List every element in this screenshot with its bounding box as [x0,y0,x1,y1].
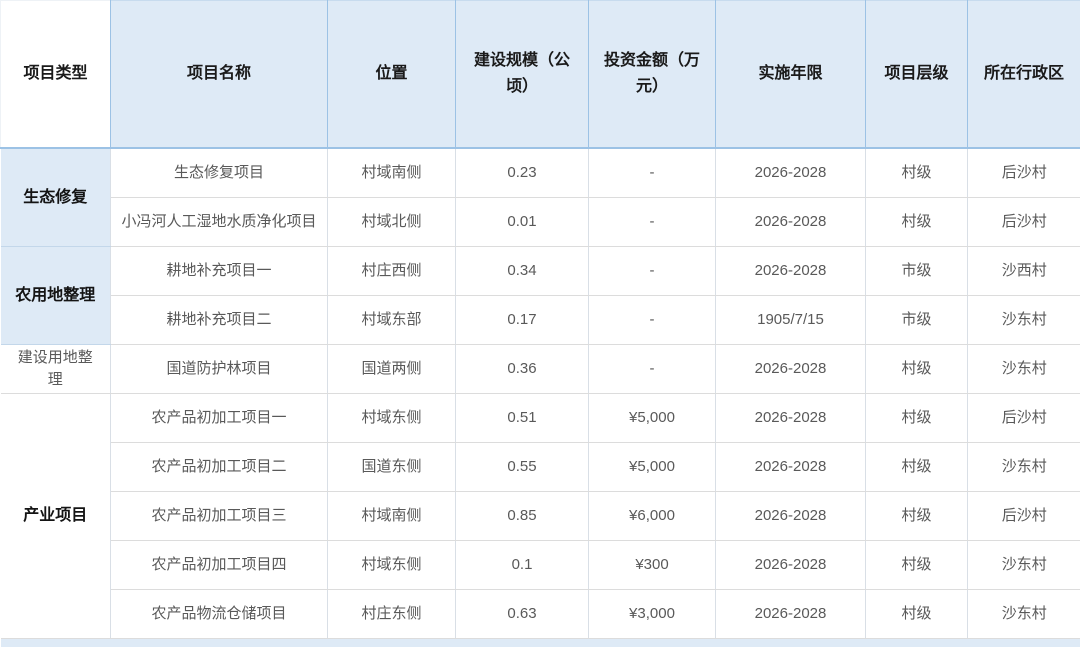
cell-period: 2026-2028 [715,344,866,394]
cell-period: 1905/7/15 [715,295,866,345]
cell-district: 沙东村 [967,344,1080,394]
cell-scale: 0.01 [455,197,589,247]
cell-investment: - [588,344,716,394]
cell-scale: 0.17 [455,295,589,345]
cell-project-name: 耕地补充项目二 [110,295,328,345]
cell-location: 村域北侧 [327,197,456,247]
cell-period: 2026-2028 [715,589,866,639]
cell-district: 后沙村 [967,197,1080,247]
cell-period: 2026-2028 [715,442,866,492]
cell-level: 市级 [865,246,968,296]
cell-project-name: 农产品初加工项目四 [110,540,328,590]
cell-level: 市级 [865,295,968,345]
cell-district: 沙东村 [967,442,1080,492]
cell-level: 村级 [865,589,968,639]
cell-project-name: 小冯河人工湿地水质净化项目 [110,197,328,247]
cell-location: 村庄西侧 [327,246,456,296]
cell-district: 沙东村 [967,589,1080,639]
cell-scale: 0.51 [455,393,589,443]
table-row: 小冯河人工湿地水质净化项目 村域北侧 0.01-2026-2028 村级 后沙村 [1,197,1080,247]
cell-location: 村域东部 [327,295,456,345]
group-cell-project-type: 产业项目 [0,393,111,639]
column-header-investment: 投资金额（万元） [588,0,716,149]
cell-period: 2026-2028 [715,393,866,443]
cell-project-name: 农产品初加工项目三 [110,491,328,541]
cell-location: 国道东侧 [327,442,456,492]
group-cell-project-type: 农用地整理 [0,246,111,345]
cell-level: 村级 [865,393,968,443]
cell-scale: 0.36 [455,344,589,394]
partial-next-row-strip [0,638,1080,647]
cell-district: 后沙村 [967,148,1080,198]
table-row: 农用地整理 耕地补充项目一 村庄西侧 0.34-2026-2028 市级 沙西村 [0,246,1080,345]
column-header-scale: 建设规模（公顷） [455,0,589,149]
cell-district: 沙东村 [967,540,1080,590]
cell-level: 村级 [865,442,968,492]
cell-location: 村域东侧 [327,540,456,590]
table-row: 生态修复 生态修复项目 村域南侧 0.23-2026-2028 村级 后沙村 [0,148,1080,247]
table-row: 农产品物流仓储项目 村庄东侧 0.63 ¥3,000 2026-2028 村级 沙东村 [1,589,1080,639]
partial-next-row [0,638,1080,647]
cell-district: 后沙村 [967,491,1080,541]
cell-investment: ¥6,000 [588,491,716,541]
cell-project-name: 农产品初加工项目一 [110,393,328,443]
cell-location: 村域南侧 [327,491,456,541]
column-header-level: 项目层级 [865,0,968,149]
cell-period: 2026-2028 [715,540,866,590]
cell-investment: ¥5,000 [588,393,716,443]
cell-location: 村域东侧 [327,393,456,443]
cell-location: 村庄东侧 [327,589,456,639]
cell-period: 2026-2028 [715,491,866,541]
cell-level: 村级 [865,344,968,394]
cell-scale: 0.85 [455,491,589,541]
column-header-location: 位置 [327,0,456,149]
cell-location: 国道两侧 [327,344,456,394]
cell-project-name: 国道防护林项目 [110,344,328,394]
table-row: 农产品初加工项目二 国道东侧 0.55 ¥5,000 2026-2028 村级 沙东村 [1,442,1080,492]
table-row: 产业项目 农产品初加工项目一 村域东侧 0.51 ¥5,000 2026-2028 村级 后沙… [0,393,1080,639]
cell-investment: ¥5,000 [588,442,716,492]
column-header-district: 所在行政区 [967,0,1080,149]
cell-investment: - [588,197,716,247]
group-cell-project-type: 建设用地整理 [0,344,111,394]
cell-project-name: 生态修复项目 [110,148,328,198]
cell-project-name: 农产品初加工项目二 [110,442,328,492]
cell-period: 2026-2028 [715,197,866,247]
cell-scale: 0.23 [455,148,589,198]
cell-period: 2026-2028 [715,148,866,198]
cell-level: 村级 [865,148,968,198]
group-cell-project-type: 生态修复 [0,148,111,247]
table-row: 农产品初加工项目三 村域南侧 0.85 ¥6,000 2026-2028 村级 后沙村 [1,491,1080,541]
cell-level: 村级 [865,540,968,590]
cell-scale: 0.55 [455,442,589,492]
cell-location: 村域南侧 [327,148,456,198]
column-header-period: 实施年限 [715,0,866,149]
cell-investment: - [588,295,716,345]
table-row: 农产品初加工项目四 村域东侧 0.1 ¥300 2026-2028 村级 沙东村 [1,540,1080,590]
cell-level: 村级 [865,491,968,541]
cell-level: 村级 [865,197,968,247]
cell-investment: ¥300 [588,540,716,590]
cell-investment: - [588,246,716,296]
cell-district: 后沙村 [967,393,1080,443]
table-row: 建设用地整理 国道防护林项目 国道两侧 0.36-2026-2028 村级 沙东村 [0,344,1080,394]
column-header-project-name: 项目名称 [110,0,328,149]
cell-period: 2026-2028 [715,246,866,296]
cell-district: 沙西村 [967,246,1080,296]
cell-investment: ¥3,000 [588,589,716,639]
cell-project-name: 耕地补充项目一 [110,246,328,296]
column-header-project-type: 项目类型 [0,0,111,149]
table-row: 耕地补充项目二 村域东部 0.17-1905/7/15 市级 沙东村 [1,295,1080,345]
cell-scale: 0.1 [455,540,589,590]
table-header-row: 项目类型 项目名称 位置 建设规模（公顷） 投资金额（万元） 实施年限 项目层级 所在行政区 [0,0,1080,149]
cell-district: 沙东村 [967,295,1080,345]
cell-scale: 0.34 [455,246,589,296]
cell-scale: 0.63 [455,589,589,639]
cell-investment: - [588,148,716,198]
cell-project-name: 农产品物流仓储项目 [110,589,328,639]
